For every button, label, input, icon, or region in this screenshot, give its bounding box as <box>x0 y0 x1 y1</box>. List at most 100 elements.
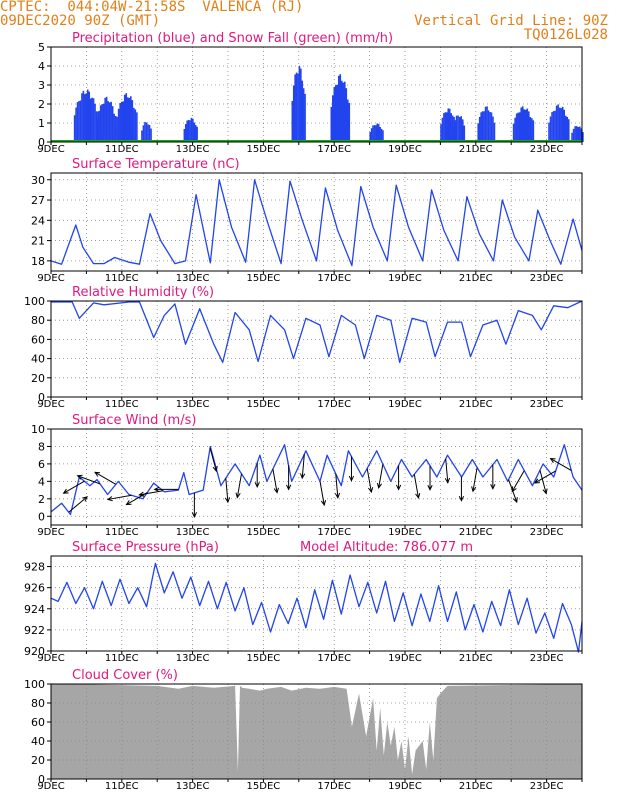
precip-bar <box>111 106 114 142</box>
precip-bar <box>346 99 349 142</box>
precip-bar <box>521 106 524 142</box>
wind-arrow-head <box>427 485 433 491</box>
precip-bar <box>304 93 306 142</box>
precip-bar <box>81 93 83 142</box>
precip-bar <box>292 85 295 142</box>
wind-arrow <box>366 468 372 493</box>
precip-bar <box>555 105 558 142</box>
precip-bar <box>148 124 151 142</box>
y-tick-label: 2 <box>38 493 45 506</box>
precip-bar <box>82 90 85 142</box>
precip-bar <box>528 111 530 142</box>
precip-bar <box>119 103 121 142</box>
precip-bar <box>486 106 488 142</box>
panel-3: Relative Humidity (%) 0 20 40 60 80 100 9DEC 11D… <box>24 285 583 410</box>
precip-bar <box>447 108 450 142</box>
precip-bar <box>101 104 103 142</box>
panel-frame <box>50 683 583 780</box>
x-tick-label: 15DEC <box>247 527 281 538</box>
x-tick-label: 23DEC <box>530 399 564 410</box>
cloud-cover-area <box>51 684 582 779</box>
wind-arrow-head <box>458 495 465 502</box>
precip-bar <box>484 106 487 142</box>
precip-bar <box>524 109 527 142</box>
precip-bar <box>196 126 198 142</box>
wind-arrow <box>68 496 88 513</box>
precip-bar <box>339 74 342 142</box>
precip-bar <box>558 107 561 142</box>
precip-bar <box>571 132 573 142</box>
wind-arrow-head <box>415 492 421 500</box>
precip-bar <box>451 115 454 142</box>
wind-arrow-head <box>471 486 477 493</box>
precip-bar <box>582 132 584 142</box>
grid-line-note: Vertical Grid Line: 90Z <box>414 13 608 29</box>
wind-arrow-head <box>62 488 69 494</box>
precip-bar <box>554 110 556 142</box>
y-tick-label: 928 <box>24 561 45 574</box>
panel-2: Surface Temperature (nC) 18 21 24 27 30 9DEC 11… <box>31 157 583 284</box>
precip-bar <box>443 113 445 142</box>
x-tick-label: 9DEC <box>37 781 64 792</box>
precip-bar <box>136 112 138 142</box>
wind-arrow-head <box>395 484 402 491</box>
precip-bar <box>337 75 340 142</box>
panel-title: Surface Pressure (hPa) <box>72 540 219 555</box>
x-tick-label: 23DEC <box>530 781 564 792</box>
precip-bar <box>345 88 348 142</box>
precip-bar <box>85 93 88 142</box>
y-tick-label: 80 <box>31 314 45 327</box>
x-tick-label: 11DEC <box>105 273 139 284</box>
precip-bar <box>335 85 337 142</box>
wind-arrow-head <box>512 497 518 504</box>
y-tick-label: 100 <box>24 678 45 691</box>
x-tick-label: 13DEC <box>176 144 210 155</box>
x-tick-label: 13DEC <box>176 273 210 284</box>
wind-arrow-head <box>235 492 241 499</box>
x-tick-label: 23DEC <box>530 144 564 155</box>
precip-bar <box>187 119 190 142</box>
x-tick-label: 19DEC <box>388 781 422 792</box>
precip-bar <box>88 91 91 142</box>
precip-bar <box>131 100 134 142</box>
precip-bar <box>450 113 452 142</box>
y-tick-label: 1 <box>38 117 45 130</box>
precip-bar <box>372 125 374 142</box>
wind-arrow <box>472 467 478 492</box>
precip-bar <box>86 89 89 142</box>
wind-arrow-head <box>212 465 218 473</box>
precip-bar <box>98 110 100 142</box>
precip-bar <box>455 115 458 142</box>
y-tick-label: 18 <box>31 255 45 268</box>
precip-bar <box>105 96 108 142</box>
precip-bar <box>122 101 125 142</box>
precip-bar <box>147 124 149 142</box>
precip-bar <box>92 98 95 142</box>
precip-bar <box>186 120 188 142</box>
wind-arrow-head <box>76 474 83 480</box>
wind-arrow-head <box>368 487 374 494</box>
precip-bar <box>574 126 576 142</box>
precip-bar <box>382 130 384 142</box>
y-tick-label: 926 <box>24 582 45 595</box>
precip-bar <box>551 112 553 142</box>
y-tick-label: 8 <box>38 440 45 453</box>
wind-arrow-head <box>376 482 383 489</box>
precip-bar <box>102 103 105 142</box>
x-tick-label: 19DEC <box>388 144 422 155</box>
wind-arrow-head <box>138 491 145 497</box>
x-tick-label: 11DEC <box>105 653 139 664</box>
x-tick-label: 13DEC <box>176 399 210 410</box>
wind-arrow <box>534 470 556 484</box>
precip-bar <box>531 118 533 142</box>
wind-arrow <box>225 478 229 503</box>
y-tick-label: 21 <box>31 235 45 248</box>
precip-bar <box>373 125 376 142</box>
wind-arrow-head <box>82 496 88 502</box>
precip-bar <box>369 131 372 142</box>
panel-frame <box>50 172 583 272</box>
y-tick-label: 80 <box>31 697 45 710</box>
x-tick-label: 19DEC <box>388 399 422 410</box>
precip-bar <box>297 73 299 142</box>
